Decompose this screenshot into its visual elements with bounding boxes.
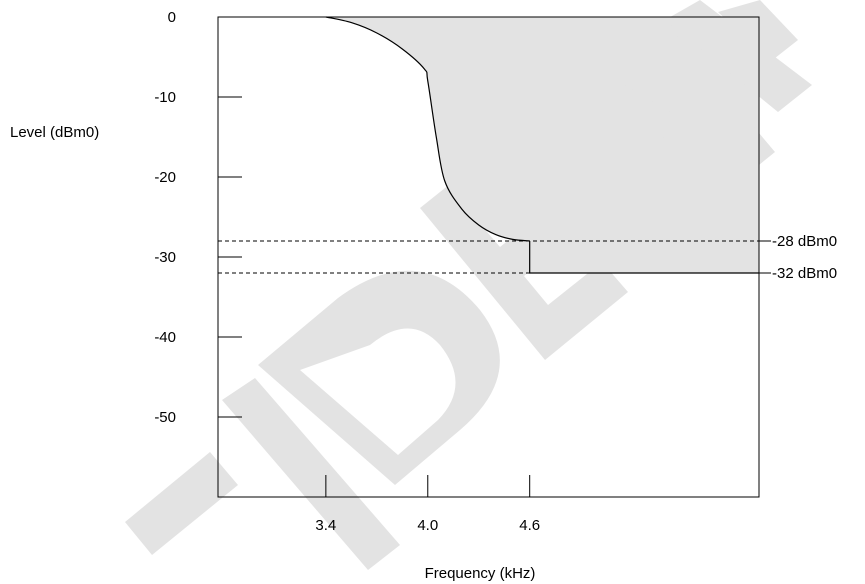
x-tick-label: 4.0 (417, 517, 438, 534)
reference-line-label: -32 dBm0 (772, 265, 837, 282)
watermark (125, 0, 812, 570)
y-tick-label: -40 (154, 329, 176, 346)
y-tick-label: -20 (154, 169, 176, 186)
y-axis-title: Level (dBm0) (10, 124, 99, 141)
y-tick-label: -10 (154, 89, 176, 106)
y-axis-ticks: 0 -10 -20 -30 -40 -50 (154, 9, 242, 426)
x-tick-label: 4.6 (519, 517, 540, 534)
reference-line-label: -28 dBm0 (772, 233, 837, 250)
y-tick-label: 0 (168, 9, 176, 26)
mask-floor-line (529, 241, 759, 274)
y-tick-label: -30 (154, 249, 176, 266)
mask-curve-line (325, 16, 530, 242)
y-tick-label: -50 (154, 409, 176, 426)
x-axis-title: Frequency (kHz) (425, 565, 536, 582)
x-tick-label: 3.4 (315, 517, 336, 534)
x-axis-ticks: 3.4 4.0 4.6 (315, 475, 540, 534)
